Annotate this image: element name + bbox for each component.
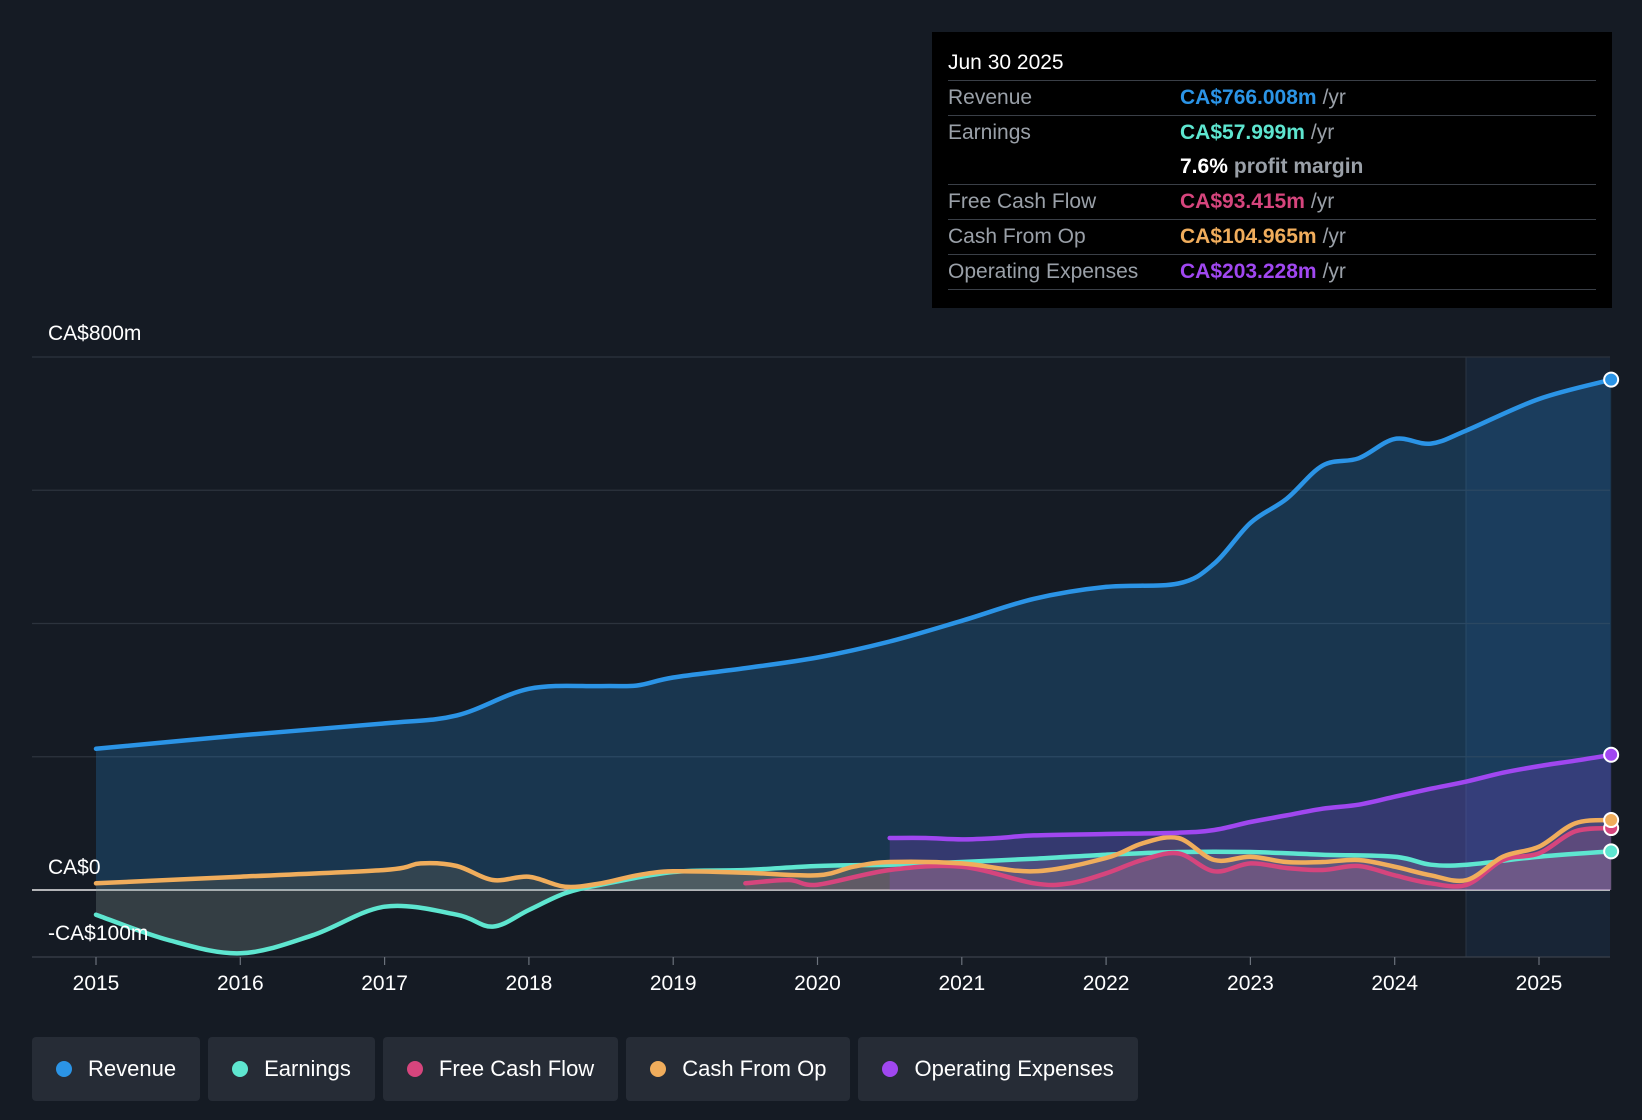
fcf-dot-icon [406,1061,423,1077]
tooltip-unit: /yr [1322,225,1346,248]
y-label-top: CA$800m [48,322,141,345]
cash-from-op-line [93,817,1614,890]
tooltip-value: CA$93.415m [1180,190,1305,213]
tooltip-row-fcf: Free Cash Flow CA$93.415m /yr [948,185,1596,220]
tooltip-value: CA$203.228m [1180,260,1317,283]
legend-item-revenue[interactable]: Revenue [32,1037,201,1101]
legend-item-cash-from-op[interactable]: Cash From Op [626,1037,851,1101]
free-cash-flow-area [745,828,1612,890]
x-tick-label: 2020 [794,972,841,995]
operating-expenses-endpoint [1603,746,1620,763]
tooltip-row-earnings: Earnings CA$57.999m /yr [948,116,1596,150]
x-axis-ticks: 2015 2016 2017 2018 2019 2020 2021 2022 2023 2024… [73,957,1563,995]
y-label-zero: CA$0 [48,856,101,879]
tooltip-unit: /yr [1322,260,1346,283]
tooltip-row-opex: Operating Expenses CA$203.228m /yr [948,255,1596,290]
tooltip-unit: /yr [1322,86,1346,109]
series-endpoints [1603,371,1620,860]
tooltip-label: Free Cash Flow [948,190,1097,213]
profit-margin-value: 7.6% [1180,155,1228,178]
profit-margin-label: profit margin [1233,155,1364,178]
tooltip-unit: /yr [1310,121,1335,144]
free-cash-flow-line [743,825,1614,889]
tooltip-row-revenue: Revenue CA$766.008m /yr [948,81,1596,116]
earnings-negative-area [96,851,1612,954]
y-label-bottom: -CA$100m [48,922,148,945]
x-tick-label: 2016 [217,972,264,995]
x-tick-label: 2019 [650,972,697,995]
cfo-dot-icon [650,1061,667,1077]
tooltip-row-profit-margin: 7.6% profit margin [948,150,1596,185]
earnings-endpoint [1603,843,1620,860]
x-tick-label: 2015 [73,972,120,995]
cash-from-op-area [96,820,1612,890]
tooltip-label [948,150,1180,184]
x-tick-label: 2017 [361,972,408,995]
revenue-line [93,377,1614,752]
tooltip-value: CA$104.965m [1180,225,1317,248]
opex-dot-icon [882,1061,899,1077]
x-tick-label: 2024 [1371,972,1418,995]
earnings-dot-icon [232,1061,249,1077]
series-lines [93,377,1614,956]
earnings-line [93,849,1614,956]
cash-from-op-endpoint [1603,812,1620,829]
legend-item-earnings[interactable]: Earnings [208,1037,375,1101]
gridlines [32,356,1610,958]
legend-label: Revenue [88,1056,177,1081]
legend-item-free-cash-flow[interactable]: Free Cash Flow [382,1037,619,1101]
operating-expenses-line [887,752,1614,842]
earnings-area [96,851,1612,954]
tooltip-label: Revenue [948,86,1033,109]
revenue-area [96,379,1612,890]
x-tick-label: 2018 [506,972,553,995]
tooltip-label: Operating Expenses [948,260,1139,283]
tooltip-date: Jun 30 2025 [948,46,1596,81]
tooltip-value: CA$57.999m [1180,121,1305,144]
tooltip: Jun 30 2025 Revenue CA$766.008m /yr Earn… [932,32,1612,308]
legend-label: Free Cash Flow [438,1056,595,1081]
x-tick-label: 2025 [1516,972,1563,995]
x-tick-label: 2023 [1227,972,1274,995]
tooltip-unit: /yr [1310,190,1335,213]
tooltip-value: CA$766.008m [1180,86,1317,109]
x-tick-label: 2022 [1083,972,1130,995]
legend-label: Cash From Op [682,1056,827,1081]
revenue-endpoint [1603,371,1620,388]
revenue-dot-icon [56,1061,72,1077]
x-tick-label: 2021 [938,972,985,995]
tooltip-label: Earnings [948,121,1031,144]
tooltip-row-cfo: Cash From Op CA$104.965m /yr [948,220,1596,255]
legend-label: Operating Expenses [914,1056,1114,1081]
legend-label: Earnings [264,1056,351,1081]
tooltip-label: Cash From Op [948,225,1086,248]
legend: Revenue Earnings Free Cash Flow Cash Fro… [32,1037,1138,1101]
legend-item-operating-expenses[interactable]: Operating Expenses [858,1037,1138,1101]
